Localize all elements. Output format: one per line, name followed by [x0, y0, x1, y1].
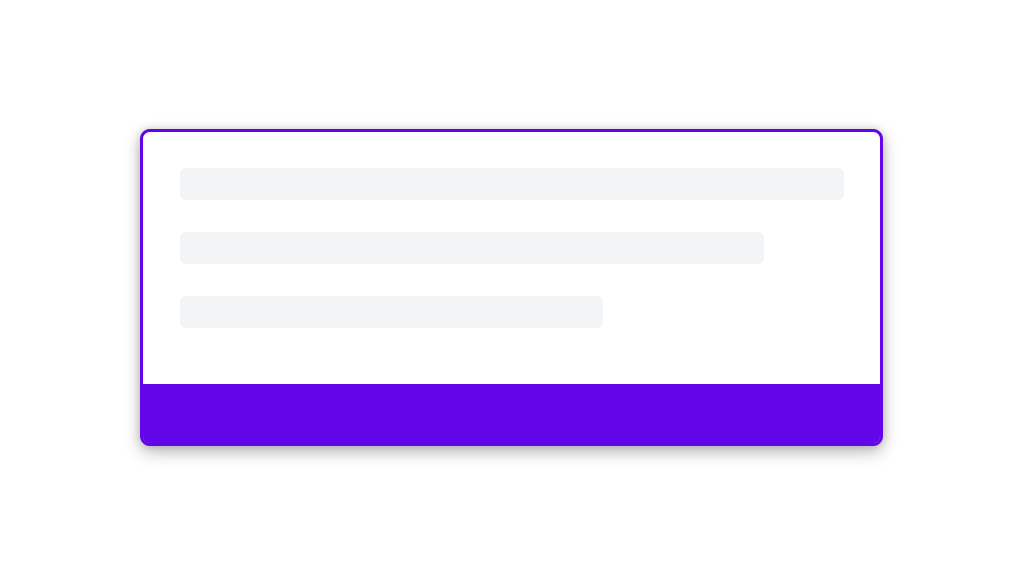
skeleton-bar — [180, 232, 764, 264]
skeleton-bar — [180, 296, 603, 328]
card — [140, 129, 883, 446]
skeleton-bar — [180, 168, 844, 200]
card-footer-bar — [143, 384, 880, 443]
